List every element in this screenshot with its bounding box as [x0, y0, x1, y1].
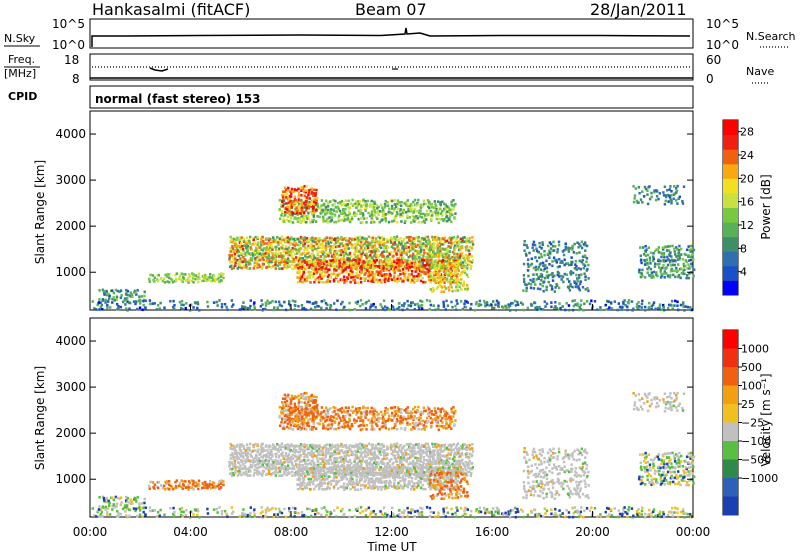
- colorbar-swatch: [723, 460, 738, 479]
- colorbar-swatch: [723, 237, 738, 252]
- colorbar-tick-label: 25: [741, 398, 755, 411]
- colorbar-swatch: [723, 441, 738, 460]
- y-tick-label: 1000: [55, 265, 86, 279]
- x-tick-label: 00:00: [73, 525, 108, 539]
- colorbar-tick-label: 1000: [741, 343, 769, 356]
- colorbar-tick-label: 500: [741, 361, 762, 374]
- nave-label: Nave: [746, 65, 774, 78]
- y-tick-label: 4000: [55, 334, 86, 348]
- beam-title: Beam 07: [355, 0, 427, 19]
- power-colorbar-label: Power [dB]: [759, 174, 773, 239]
- colorbar-tick-label: 28: [740, 126, 754, 139]
- nsky-right-tick-bottom: 10^0: [706, 38, 739, 52]
- colorbar-swatch: [723, 120, 738, 135]
- nsearch-label: N.Search: [746, 30, 796, 43]
- station-title: Hankasalmi (fitACF): [92, 0, 250, 19]
- nsky-left-tick-top: 10^5: [52, 17, 85, 31]
- colorbar-swatch: [723, 208, 738, 223]
- cpid-text: normal (fast stereo) 153: [95, 92, 261, 106]
- velocity-colorbar-label: Velocity [m s⁻¹]: [759, 373, 773, 466]
- y-tick-label: 2000: [55, 219, 86, 233]
- velocity-panel: 1000 2000 3000 4000 00:00 04:00 08:00 12:00 16:…: [33, 318, 778, 554]
- colorbar-swatch: [723, 478, 738, 497]
- velocity-ylabel: Slant Range [km]: [33, 366, 47, 470]
- colorbar-swatch: [723, 135, 738, 150]
- colorbar-tick-label: 8: [740, 242, 747, 255]
- nsky-trace: [92, 28, 690, 47]
- colorbar-swatch: [723, 266, 738, 281]
- cpid-panel: CPID normal (fast stereo) 153: [8, 86, 693, 108]
- power-panel: 1000 2000 3000 4000 Slant Range [km] 4 8 12 16…: [33, 111, 773, 312]
- x-tick-label: 12:00: [374, 525, 409, 539]
- colorbar-swatch: [723, 149, 738, 164]
- freq-right-tick-top: 60: [706, 53, 721, 67]
- colorbar-swatch: [723, 193, 738, 208]
- freq-left-tick-bottom: 8: [72, 72, 80, 86]
- x-tick-label: 04:00: [173, 525, 208, 539]
- colorbar-swatch: [723, 367, 738, 386]
- colorbar-tick-label: 12: [740, 219, 754, 232]
- colorbar-swatch: [723, 423, 738, 442]
- colorbar-swatch: [723, 349, 738, 368]
- colorbar-swatch: [723, 330, 738, 349]
- x-tick-label: 08:00: [274, 525, 309, 539]
- x-tick-label: 00:00: [676, 525, 711, 539]
- x-tick-label: 20:00: [575, 525, 610, 539]
- colorbar-swatch: [723, 386, 738, 405]
- freq-right-tick-bottom: 0: [706, 72, 714, 86]
- colorbar-tick-label: 20: [740, 172, 754, 185]
- colorbar-swatch: [723, 497, 738, 516]
- y-tick-label: 3000: [55, 173, 86, 187]
- nsky-right-tick-top: 10^5: [706, 17, 739, 31]
- colorbar-swatch: [723, 164, 738, 179]
- freq-label: Freq.: [8, 53, 35, 66]
- colorbar-tick-label: 4: [740, 266, 747, 279]
- colorbar-swatch: [723, 178, 738, 193]
- power-ylabel: Slant Range [km]: [33, 160, 47, 264]
- nsky-left-tick-bottom: 10^0: [52, 38, 85, 52]
- y-tick-label: 3000: [55, 380, 86, 394]
- date-title: 28/Jan/2011: [590, 0, 687, 19]
- nsky-panel: N.Sky 10^5 10^0 10^5 10^0 N.Search: [4, 17, 796, 52]
- colorbar-swatch: [723, 222, 738, 237]
- colorbar-swatch: [723, 251, 738, 266]
- y-tick-label: 1000: [55, 472, 86, 486]
- freq-left-tick-top: 18: [64, 53, 79, 67]
- freq-trace: [150, 68, 168, 71]
- y-tick-label: 2000: [55, 426, 86, 440]
- x-tick-label: 16:00: [475, 525, 510, 539]
- freq-panel: Freq. [MHz] 18 8 60 0 Nave: [4, 53, 774, 86]
- cpid-label: CPID: [8, 90, 37, 103]
- freq-unit-label: [MHz]: [4, 67, 36, 80]
- nsky-label: N.Sky: [4, 32, 36, 45]
- colorbar-swatch: [723, 280, 738, 295]
- y-tick-label: 4000: [55, 127, 86, 141]
- colorbar-tick-label: 24: [740, 149, 754, 162]
- colorbar-tick-label: 16: [740, 196, 754, 209]
- velocity-xlabel: Time UT: [366, 540, 417, 554]
- colorbar-tick-label: −1000: [741, 472, 778, 485]
- colorbar-swatch: [723, 404, 738, 423]
